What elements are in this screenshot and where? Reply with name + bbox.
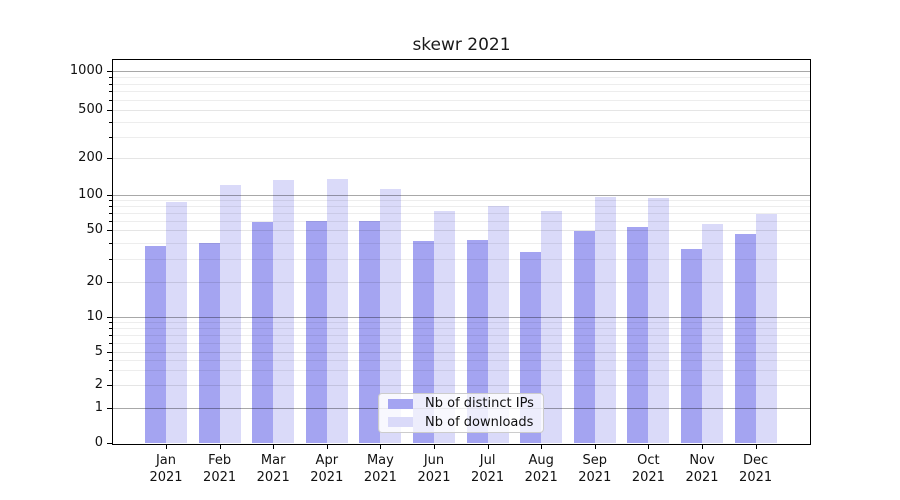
x-tick-label: Dec 2021: [739, 453, 773, 485]
bar-downloads: [702, 224, 723, 443]
y-minor-tick-mark: [109, 122, 112, 123]
legend-label-ips: Nb of distinct IPs: [425, 396, 534, 412]
bar-distinct-ips: [359, 220, 381, 443]
y-tick-label: 50: [86, 222, 103, 237]
bar-distinct-ips: [466, 239, 488, 443]
bar-downloads: [434, 210, 455, 443]
bar-downloads: [326, 178, 348, 443]
legend-row-ips: Nb of distinct IPs: [379, 396, 543, 412]
y-tick-label: 5: [94, 344, 103, 359]
bar-distinct-ips: [198, 242, 220, 443]
x-tick-label: Feb 2021: [203, 453, 237, 485]
x-tick-label: Jul 2021: [471, 453, 505, 485]
bars-layer: [113, 60, 810, 444]
x-tick-label: Oct 2021: [631, 453, 665, 485]
y-tick-mark: [107, 195, 112, 196]
x-tick-label: Jun 2021: [417, 453, 451, 485]
y-tick-label: 500: [78, 102, 103, 117]
y-minor-tick-mark: [109, 77, 112, 78]
y-tick-mark: [107, 443, 112, 444]
y-minor-tick-mark: [109, 137, 112, 138]
x-tick-mark: [219, 444, 221, 449]
x-tick-mark: [648, 444, 650, 449]
bar-distinct-ips: [413, 241, 434, 443]
y-tick-label: 2: [94, 377, 103, 392]
legend-label-downloads: Nb of downloads: [425, 414, 534, 430]
x-tick-label: May 2021: [363, 453, 397, 485]
x-tick-mark: [702, 444, 703, 449]
x-tick-mark: [326, 444, 328, 449]
chart-title: skewr 2021: [412, 35, 511, 55]
y-minor-tick-mark: [109, 370, 112, 371]
y-tick-mark: [107, 352, 112, 353]
legend-row-downloads: Nb of downloads: [379, 415, 543, 431]
x-tick-mark: [380, 444, 382, 449]
y-tick-label: 0: [94, 435, 103, 450]
legend-swatch-downloads: [388, 417, 413, 428]
bar-distinct-ips: [305, 220, 327, 443]
x-tick-label: Mar 2021: [256, 453, 290, 485]
bar-downloads: [541, 210, 563, 443]
y-tick-mark: [107, 408, 112, 409]
bar-downloads: [755, 213, 777, 443]
x-tick-mark: [434, 444, 435, 449]
x-tick-label: Aug 2021: [524, 453, 558, 485]
x-tick-label: Sep 2021: [578, 453, 612, 485]
legend: Nb of distinct IPs Nb of downloads: [378, 393, 544, 433]
y-minor-tick-mark: [109, 213, 112, 214]
y-minor-tick-mark: [109, 100, 112, 101]
bar-distinct-ips: [627, 227, 649, 443]
y-tick-label: 10: [86, 309, 103, 324]
y-tick-mark: [107, 282, 112, 283]
bar-distinct-ips: [734, 233, 756, 443]
bar-distinct-ips: [145, 245, 166, 443]
bar-downloads: [273, 180, 295, 443]
bar-downloads: [219, 184, 241, 443]
y-minor-tick-mark: [109, 206, 112, 207]
bar-distinct-ips: [681, 248, 702, 443]
y-tick-mark: [107, 385, 112, 386]
y-tick-mark: [107, 71, 112, 72]
bar-distinct-ips: [573, 231, 595, 443]
y-tick-mark: [107, 158, 112, 159]
x-tick-mark: [594, 444, 596, 449]
y-tick-mark: [107, 110, 112, 111]
y-tick-mark: [107, 230, 112, 231]
x-tick-mark: [541, 444, 543, 449]
y-minor-tick-mark: [109, 343, 112, 344]
y-minor-tick-mark: [109, 360, 112, 361]
x-tick-label: Jan 2021: [149, 453, 183, 485]
y-minor-tick-mark: [109, 221, 112, 222]
bar-downloads: [648, 198, 670, 443]
y-tick-label: 20: [86, 274, 103, 289]
y-minor-tick-mark: [109, 243, 112, 244]
y-tick-label: 1: [94, 400, 103, 415]
legend-swatch-ips: [388, 398, 413, 409]
y-tick-label: 200: [78, 150, 103, 165]
y-minor-tick-mark: [109, 259, 112, 260]
bar-distinct-ips: [252, 221, 274, 443]
x-tick-mark: [755, 444, 757, 449]
y-minor-tick-mark: [109, 328, 112, 329]
bar-downloads: [594, 197, 616, 443]
y-minor-tick-mark: [109, 335, 112, 336]
bar-downloads: [380, 188, 402, 443]
y-minor-tick-mark: [109, 84, 112, 85]
y-tick-label: 1000: [69, 63, 103, 78]
plot-area: Nb of distinct IPs Nb of downloads: [112, 59, 811, 445]
y-minor-tick-mark: [109, 200, 112, 201]
x-tick-mark: [166, 444, 167, 449]
x-tick-label: Nov 2021: [685, 453, 719, 485]
x-tick-mark: [273, 444, 275, 449]
bar-downloads: [487, 206, 509, 443]
y-minor-tick-mark: [109, 322, 112, 323]
x-tick-mark: [487, 444, 489, 449]
y-tick-label: 100: [78, 187, 103, 202]
y-tick-mark: [107, 317, 112, 318]
bar-downloads: [166, 202, 187, 443]
y-minor-tick-mark: [109, 91, 112, 92]
x-tick-label: Apr 2021: [310, 453, 344, 485]
